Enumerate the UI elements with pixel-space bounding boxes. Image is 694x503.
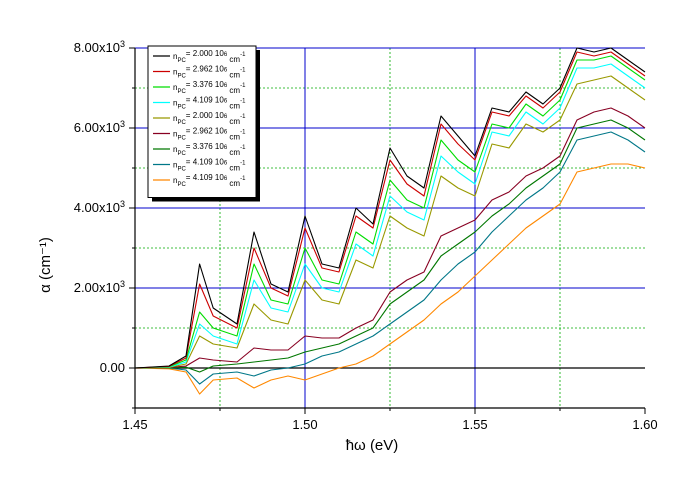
x-tick-label: 1.55	[462, 417, 487, 432]
legend-label: nPC= 2.000 106 cm-1	[173, 111, 246, 126]
series-line-3	[134, 55, 646, 369]
legend-label: nPC= 2.962 106 cm-1	[173, 65, 246, 80]
x-axis-label: ħω (eV)	[346, 437, 399, 454]
y-tick-label: 2.00x103	[74, 279, 125, 295]
y-tick-label: 4.00x103	[74, 199, 125, 215]
legend-label: nPC= 3.376 106 cm-1	[173, 80, 246, 95]
x-tick-label: 1.45	[122, 417, 147, 432]
legend-label: nPC= 2.000 106 cm-1	[173, 49, 246, 64]
y-tick-label: 8.00x103	[74, 39, 125, 55]
legend-label: nPC= 4.109 106 cm-1	[173, 96, 246, 111]
series-line-4	[134, 63, 646, 369]
series-line-8	[135, 131, 646, 385]
y-tick-label: 6.00x103	[74, 119, 125, 135]
series-line-1	[134, 47, 646, 369]
series-line-5	[134, 75, 646, 369]
x-tick-label: 1.50	[292, 417, 317, 432]
legend-label: nPC= 4.109 106 cm-1	[173, 173, 246, 188]
y-tick-label: 0.00	[100, 360, 125, 375]
legend-label: nPC= 3.376 106 cm-1	[173, 142, 246, 157]
series-layer	[134, 47, 646, 395]
series-line-2	[134, 51, 646, 369]
legend-label: nPC= 2.962 106 cm-1	[173, 127, 246, 142]
legend-label: nPC= 4.109 106 cm-1	[173, 158, 246, 173]
axes-layer: 1.45 1.50 1.55 1.60 0.00 2.00x103 4.00x103 6.00…	[74, 39, 658, 432]
x-tick-label: 1.60	[632, 417, 657, 432]
y-axis-label: α (cm⁻¹)	[37, 237, 54, 293]
series-line-7	[134, 119, 646, 373]
series-line-6	[134, 107, 646, 369]
series-line-9	[134, 163, 646, 395]
